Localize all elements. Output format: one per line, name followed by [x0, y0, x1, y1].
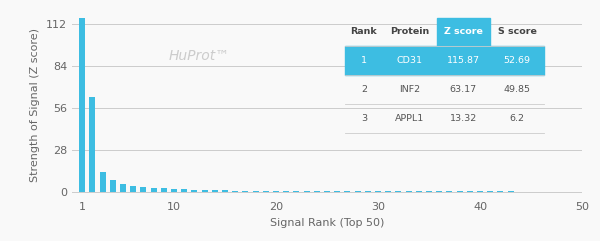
Bar: [355, 191, 361, 192]
Bar: [222, 190, 228, 192]
Bar: [293, 191, 299, 192]
Text: 3: 3: [361, 114, 367, 123]
Bar: [345, 46, 544, 75]
Text: 2: 2: [361, 85, 367, 94]
Bar: [324, 191, 330, 192]
Bar: [151, 188, 157, 192]
Bar: [406, 191, 412, 192]
Bar: [375, 191, 381, 192]
Bar: [100, 172, 106, 192]
Text: 6.2: 6.2: [509, 114, 524, 123]
Text: 63.17: 63.17: [450, 85, 477, 94]
Text: S score: S score: [497, 27, 536, 36]
Bar: [140, 187, 146, 192]
Bar: [344, 191, 350, 192]
Bar: [89, 97, 95, 192]
Bar: [253, 191, 259, 192]
Text: Z score: Z score: [444, 27, 483, 36]
Bar: [202, 190, 208, 192]
Text: CD31: CD31: [397, 56, 423, 65]
Bar: [242, 191, 248, 192]
Text: 13.32: 13.32: [450, 114, 477, 123]
Bar: [79, 18, 85, 192]
X-axis label: Signal Rank (Top 50): Signal Rank (Top 50): [270, 218, 384, 228]
Text: Protein: Protein: [390, 27, 430, 36]
Bar: [365, 191, 371, 192]
Bar: [120, 184, 126, 192]
Text: HuProt™: HuProt™: [169, 49, 230, 63]
Bar: [232, 191, 238, 192]
Text: 49.85: 49.85: [503, 85, 530, 94]
Text: APPL1: APPL1: [395, 114, 425, 123]
Bar: [334, 191, 340, 192]
Text: 115.87: 115.87: [447, 56, 480, 65]
Text: 52.69: 52.69: [503, 56, 530, 65]
Bar: [385, 191, 391, 192]
Text: 1: 1: [361, 56, 367, 65]
Bar: [181, 189, 187, 192]
Bar: [171, 189, 177, 192]
Text: Rank: Rank: [350, 27, 377, 36]
Bar: [110, 181, 116, 192]
Bar: [191, 190, 197, 192]
Bar: [304, 191, 310, 192]
Bar: [130, 186, 136, 192]
Bar: [212, 190, 218, 192]
Bar: [263, 191, 269, 192]
Text: INF2: INF2: [400, 85, 421, 94]
Bar: [161, 188, 167, 192]
Bar: [314, 191, 320, 192]
Bar: [273, 191, 279, 192]
Bar: [283, 191, 289, 192]
Y-axis label: Strength of Signal (Z score): Strength of Signal (Z score): [31, 28, 40, 182]
FancyBboxPatch shape: [437, 18, 490, 46]
Bar: [395, 191, 401, 192]
